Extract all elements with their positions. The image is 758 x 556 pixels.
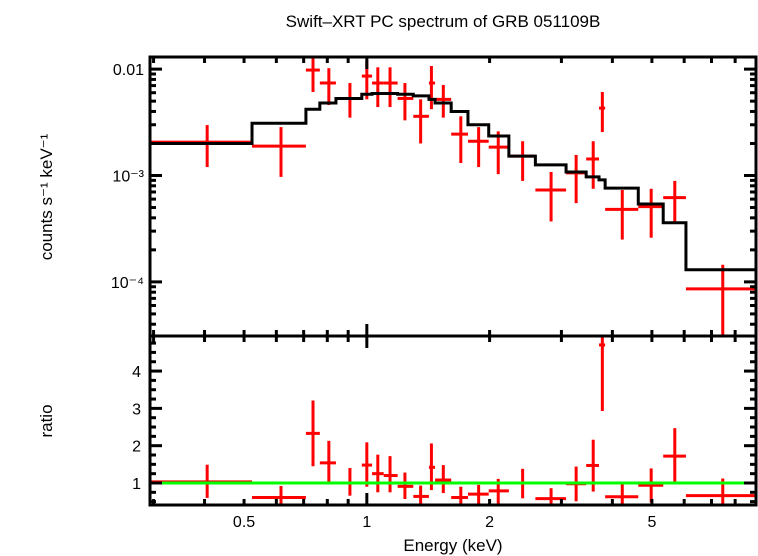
ratio-point — [305, 400, 320, 467]
ratio-point — [319, 440, 336, 485]
data-point — [467, 127, 489, 168]
data-point — [397, 83, 414, 121]
data-point — [305, 57, 320, 92]
ratio-point — [599, 336, 606, 411]
x-axis-label: Energy (keV) — [403, 536, 502, 555]
plot-frame — [148, 55, 758, 507]
data-point — [508, 141, 536, 181]
data-point — [319, 68, 336, 105]
data-point — [605, 190, 639, 240]
model-line — [150, 91, 756, 272]
data-point — [451, 116, 468, 164]
chart-title: Swift–XRT PC spectrum of GRB 051109B — [286, 12, 601, 31]
data-point — [383, 67, 398, 108]
ratio-point — [150, 464, 253, 498]
data-point — [428, 65, 436, 110]
ratio-point — [413, 485, 429, 505]
ratio-point — [361, 442, 373, 487]
y-tick-label: 2 — [132, 439, 141, 456]
data-point — [599, 91, 606, 133]
y-axis-label-ratio: ratio — [37, 404, 56, 437]
data-point — [335, 83, 362, 118]
data-point — [663, 180, 686, 222]
data-point — [566, 154, 587, 204]
y-axis-label-top: counts s⁻¹ keV⁻¹ — [37, 133, 56, 260]
x-tick-label: 1 — [362, 514, 371, 531]
y-tick-label: 4 — [132, 364, 141, 381]
spectrum-panel — [150, 57, 756, 336]
ratio-point — [383, 456, 398, 493]
ratio-point — [372, 454, 384, 493]
data-point — [372, 67, 384, 108]
y-tick-label: 1 — [132, 476, 141, 493]
y-tick-label: 10⁻³ — [112, 169, 144, 186]
x-tick-label: 5 — [647, 514, 656, 531]
ratio-point — [467, 484, 489, 505]
ratio-point — [638, 468, 664, 503]
x-tick-label: 0.5 — [233, 514, 255, 531]
data-point — [435, 84, 452, 118]
axes: 0.5 1 2 5 0.01 10⁻³ 10⁻⁴ 1 2 3 4 — [111, 55, 758, 531]
data-point — [150, 125, 253, 168]
data-point — [586, 141, 600, 189]
ratio-point — [397, 472, 414, 500]
data-point — [252, 127, 306, 177]
ratio-point — [663, 428, 686, 482]
ratio-point — [535, 488, 567, 505]
data-point — [685, 264, 756, 336]
y-tick-label: 0.01 — [113, 62, 144, 79]
y-tick-label: 10⁻⁴ — [111, 275, 144, 292]
data-point — [638, 188, 664, 238]
y-tick-label: 3 — [132, 401, 141, 418]
ratio-point — [435, 465, 452, 494]
data-point — [413, 99, 429, 144]
ratio-panel — [150, 336, 756, 505]
x-tick-label: 2 — [485, 514, 494, 531]
data-point — [488, 131, 509, 175]
data-point — [535, 171, 567, 222]
